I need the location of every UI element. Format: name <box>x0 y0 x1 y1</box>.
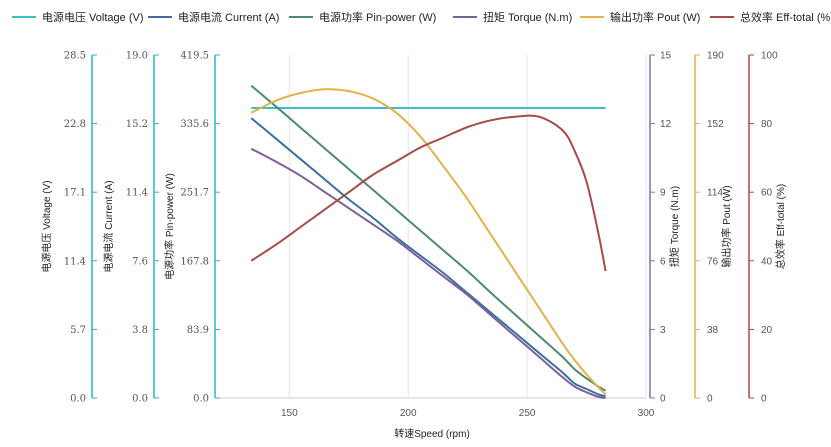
x-axis-title: 转速Speed (rpm) <box>394 427 470 440</box>
legend-item-voltage: 电源电压 Voltage (V) <box>12 10 143 24</box>
legend-label: 扭矩 Torque (N.m) <box>483 10 572 24</box>
series-line-current <box>250 117 606 398</box>
eff-tick-label: 0 <box>761 394 767 405</box>
torque-tick-label: 3 <box>660 325 666 336</box>
power-tick-label: 167.8 <box>180 256 209 267</box>
pout-axis: 0 38 76 114 152 190 输出功率 Pout (W) <box>694 51 733 405</box>
series-line-pout <box>250 88 607 396</box>
series-line-power <box>250 84 607 392</box>
eff-tick-label: 80 <box>761 119 773 130</box>
power-tick-label: 419.5 <box>180 51 209 62</box>
legend-item-torque: 扭矩 Torque (N.m) <box>453 10 572 24</box>
pout-tick-label: 38 <box>707 325 719 336</box>
current-tick-label: 11.4 <box>126 188 148 199</box>
torque-tick-label: 15 <box>660 51 672 62</box>
legend-item-eff: 总效率 Eff-total (%) <box>710 10 831 24</box>
power-tick-label: 251.7 <box>180 188 209 199</box>
power-axis: 0.0 83.9 167.8 251.7 335.6 419.5 电源功率 Pin-powe… <box>163 51 220 405</box>
voltage-tick-label: 28.5 <box>64 51 86 62</box>
legend-item-current: 电源电流 Current (A) <box>148 10 279 24</box>
pout-tick-label: 152 <box>707 119 724 130</box>
series-group <box>250 84 607 399</box>
eff-tick-label: 100 <box>761 51 778 62</box>
legend-label: 总效率 Eff-total (%) <box>740 10 831 24</box>
legend-label: 电源电流 Current (A) <box>178 10 279 24</box>
eff-tick-label: 20 <box>761 325 773 336</box>
pout-tick-label: 76 <box>707 256 719 267</box>
power-axis-title: 电源功率 Pin-power (W) <box>163 173 176 280</box>
eff-tick-label: 60 <box>761 188 773 199</box>
power-tick-label: 335.6 <box>180 119 209 130</box>
pout-axis-title: 输出功率 Pout (W) <box>720 185 733 267</box>
torque-tick-label: 0 <box>660 394 666 405</box>
current-tick-label: 3.8 <box>132 325 148 336</box>
power-tick-label: 0.0 <box>193 394 209 405</box>
x-tick-label: 250 <box>519 408 536 419</box>
voltage-tick-label: 11.4 <box>64 256 86 267</box>
eff-axis: 0 20 40 60 80 100 总效率 Eff-total (%) <box>748 51 787 405</box>
series-line-torque <box>250 147 606 399</box>
pout-tick-label: 0 <box>707 394 713 405</box>
legend-item-power: 电源功率 Pin-power (W) <box>289 10 436 24</box>
legend-item-pout: 输出功率 Pout (W) <box>580 10 700 24</box>
current-tick-label: 7.6 <box>132 256 148 267</box>
torque-tick-label: 12 <box>660 119 672 130</box>
voltage-tick-label: 5.7 <box>70 325 86 336</box>
x-tick-label: 300 <box>638 408 655 419</box>
current-tick-label: 0.0 <box>132 394 148 405</box>
torque-axis: 0 3 6 9 12 15 扭矩 Torque (N.m) <box>649 51 681 405</box>
current-axis-title: 电源电流 Current (A) <box>102 180 115 272</box>
x-tick-label: 200 <box>400 408 417 419</box>
legend: 电源电压 Voltage (V) 电源电流 Current (A) 电源功率 Pin… <box>12 10 831 24</box>
voltage-tick-label: 17.1 <box>64 188 86 199</box>
eff-tick-label: 40 <box>761 256 773 267</box>
current-tick-label: 15.2 <box>126 119 148 130</box>
current-axis: 0.0 3.8 7.6 11.4 15.2 19.0 电源电流 Current (A) <box>102 51 159 405</box>
voltage-axis-title: 电源电压 Voltage (V) <box>40 180 53 272</box>
x-tick-label: 150 <box>281 408 298 419</box>
torque-tick-label: 6 <box>660 256 666 267</box>
pout-tick-label: 114 <box>707 188 723 199</box>
power-tick-label: 83.9 <box>187 325 209 336</box>
voltage-tick-label: 0.0 <box>70 394 86 405</box>
torque-axis-title: 扭矩 Torque (N.m) <box>668 186 681 267</box>
pout-tick-label: 190 <box>707 51 724 62</box>
current-tick-label: 19.0 <box>126 51 148 62</box>
torque-tick-label: 9 <box>660 188 666 199</box>
series-line-eff <box>250 114 607 272</box>
legend-label: 电源电压 Voltage (V) <box>42 10 143 24</box>
voltage-axis: 0.0 5.7 11.4 17.1 22.8 28.5 电源电压 Voltage (V) <box>40 51 97 405</box>
voltage-tick-label: 22.8 <box>64 119 86 130</box>
eff-axis-title: 总效率 Eff-total (%) <box>774 184 787 269</box>
legend-label: 输出功率 Pout (W) <box>610 10 700 24</box>
legend-label: 电源功率 Pin-power (W) <box>319 10 436 24</box>
grid-lines <box>218 55 647 399</box>
